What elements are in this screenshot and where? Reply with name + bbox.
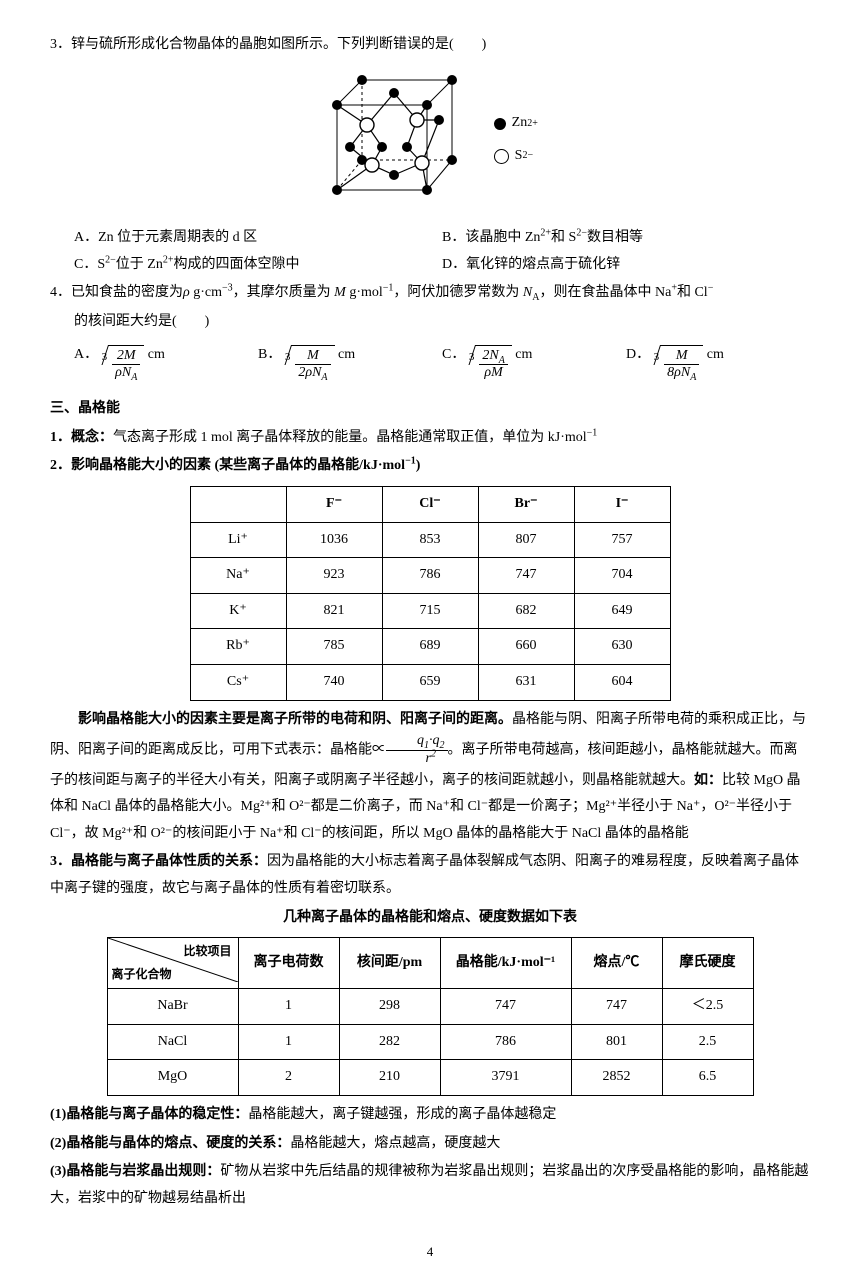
- table-header: 晶格能/kJ·mol⁻¹: [440, 938, 571, 989]
- table-cell: ＜2.5: [662, 989, 753, 1025]
- q4-opt-b: B． 3M2ρNA cm: [258, 342, 442, 383]
- table-cell: 801: [571, 1024, 662, 1060]
- table-cell: 682: [478, 593, 574, 629]
- table-cell: MgO: [107, 1060, 238, 1096]
- q4-opt-d: D． 3M8ρNA cm: [626, 342, 810, 383]
- table-cell: 649: [574, 593, 670, 629]
- table-cell: 631: [478, 664, 574, 700]
- q4-options: A． 32MρNA cm B． 3M2ρNA cm C． 32NAρM cm D…: [50, 342, 810, 383]
- q3-figure: Zn2+ S2−: [50, 65, 810, 216]
- table-header: Cl⁻: [382, 486, 478, 522]
- table-cell: 660: [478, 629, 574, 665]
- table-header: Br⁻: [478, 486, 574, 522]
- page-number: 4: [50, 1240, 810, 1265]
- table-cell: 853: [382, 522, 478, 558]
- q4-opt-c: C． 32NAρM cm: [442, 342, 626, 383]
- table-header: 熔点/℃: [571, 938, 662, 989]
- table-cell: 807: [478, 522, 574, 558]
- table-cell: NaCl: [107, 1024, 238, 1060]
- table-cell: Cs⁺: [190, 664, 286, 700]
- q4-stem-cont: 的核间距大约是( ): [50, 309, 810, 336]
- q3-opt-d: D．氧化锌的熔点高于硫化锌: [442, 252, 810, 279]
- table-cell: 2852: [571, 1060, 662, 1096]
- table-header: F⁻: [286, 486, 382, 522]
- q3-opt-a: A．Zn 位于元素周期表的 d 区: [74, 225, 442, 252]
- p3: 3．晶格能与离子晶体性质的关系：因为晶格能的大小标志着离子晶体裂解成气态阴、阳离…: [50, 849, 810, 902]
- table-cell: 604: [574, 664, 670, 700]
- p1: 1．概念：气态离子形成 1 mol 离子晶体释放的能量。晶格能通常取正值，单位为…: [50, 425, 810, 452]
- para-factors: 影响晶格能大小的因素主要是离子所带的电荷和阴、阳离子间的距离。晶格能与阴、阳离子…: [50, 707, 810, 848]
- bullet-2: (2)晶格能与晶体的熔点、硬度的关系：晶格能越大，熔点越高，硬度越大: [50, 1131, 810, 1158]
- table-cell: 821: [286, 593, 382, 629]
- table-cell: 786: [382, 558, 478, 594]
- table-cell: 704: [574, 558, 670, 594]
- bullet-1: (1)晶格能与离子晶体的稳定性：晶格能越大，离子键越强，形成的离子晶体越稳定: [50, 1102, 810, 1129]
- table-cell: 6.5: [662, 1060, 753, 1096]
- table-cell: 740: [286, 664, 382, 700]
- table-header: 摩氏硬度: [662, 938, 753, 989]
- table-cell: 298: [339, 989, 440, 1025]
- p2: 2．影响晶格能大小的因素 (某些离子晶体的晶格能/kJ·mol−1): [50, 453, 810, 480]
- lattice-energy-table: F⁻Cl⁻Br⁻I⁻ Li⁺1036853807757Na⁺9237867477…: [190, 486, 671, 701]
- table-cell: Na⁺: [190, 558, 286, 594]
- table-cell: 2.5: [662, 1024, 753, 1060]
- q4-stem: 4．已知食盐的密度为ρ g·cm−3，其摩尔质量为 M g·mol−1，阿伏加德…: [50, 280, 810, 307]
- t2-title: 几种离子晶体的晶格能和熔点、硬度数据如下表: [50, 905, 810, 932]
- crystal-cell-diagram: [322, 65, 472, 205]
- properties-table: 比较项目 离子化合物 离子电荷数核间距/pm晶格能/kJ·mol⁻¹熔点/℃摩氏…: [107, 937, 754, 1096]
- table-header: 离子电荷数: [238, 938, 339, 989]
- table-cell: 923: [286, 558, 382, 594]
- table-cell: 785: [286, 629, 382, 665]
- table-cell: 715: [382, 593, 478, 629]
- table-header: 核间距/pm: [339, 938, 440, 989]
- section-3-title: 三、晶格能: [50, 396, 810, 423]
- q4-opt-a: A． 32MρNA cm: [74, 342, 258, 383]
- table-cell: 1: [238, 1024, 339, 1060]
- table-cell: 747: [571, 989, 662, 1025]
- bullet-3: (3)晶格能与岩浆晶出规则：矿物从岩浆中先后结晶的规律被称为岩浆晶出规则；岩浆晶…: [50, 1159, 810, 1212]
- table-header: I⁻: [574, 486, 670, 522]
- table-header: [190, 486, 286, 522]
- q3-options: A．Zn 位于元素周期表的 d 区 B．该晶胞中 Zn2+和 S2−数目相等 C…: [50, 225, 810, 278]
- table-cell: 747: [440, 989, 571, 1025]
- table-cell: 1: [238, 989, 339, 1025]
- q3-opt-b: B．该晶胞中 Zn2+和 S2−数目相等: [442, 225, 810, 252]
- table-cell: 757: [574, 522, 670, 558]
- table-cell: NaBr: [107, 989, 238, 1025]
- figure-legend: Zn2+ S2−: [494, 104, 538, 175]
- table-cell: Li⁺: [190, 522, 286, 558]
- table-cell: 3791: [440, 1060, 571, 1096]
- q3-stem: 3．锌与硫所形成化合物晶体的晶胞如图所示。下列判断错误的是( ): [50, 32, 810, 59]
- table-cell: K⁺: [190, 593, 286, 629]
- table-cell: 1036: [286, 522, 382, 558]
- table-cell: 210: [339, 1060, 440, 1096]
- table-cell: Rb⁺: [190, 629, 286, 665]
- table-cell: 2: [238, 1060, 339, 1096]
- table-cell: 659: [382, 664, 478, 700]
- table-cell: 630: [574, 629, 670, 665]
- table-cell: 786: [440, 1024, 571, 1060]
- q3-opt-c: C．S2−位于 Zn2+构成的四面体空隙中: [74, 252, 442, 279]
- table-cell: 689: [382, 629, 478, 665]
- table-cell: 747: [478, 558, 574, 594]
- table-cell: 282: [339, 1024, 440, 1060]
